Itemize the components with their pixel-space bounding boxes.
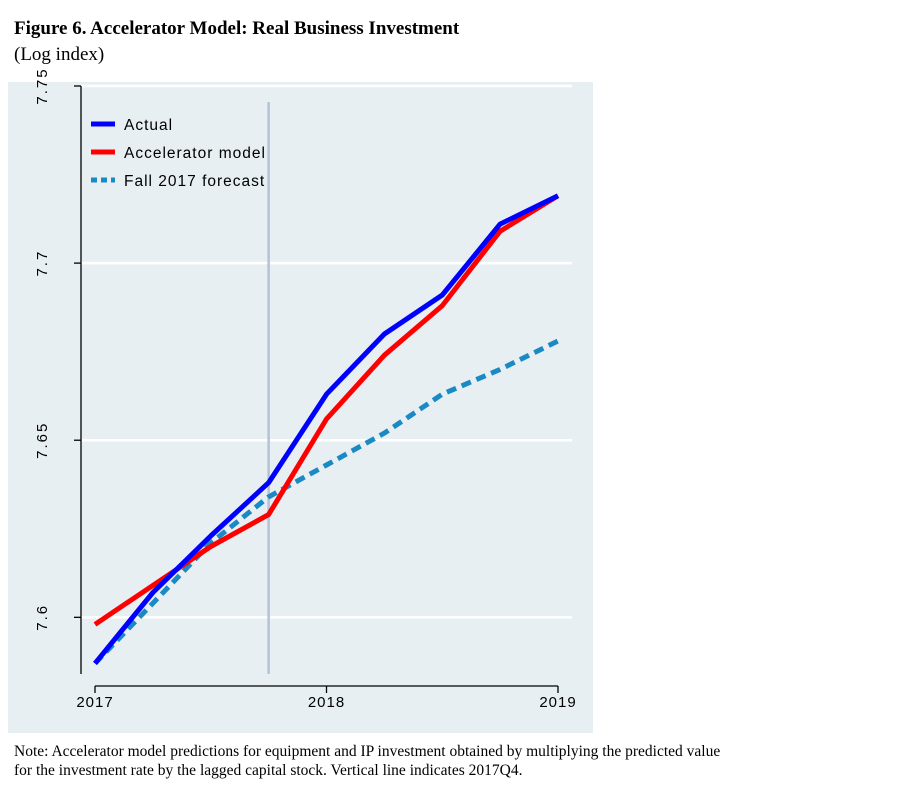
series-line-actual — [93, 193, 560, 665]
series-layer — [93, 193, 560, 666]
x-tick-label: 2018 — [308, 694, 345, 711]
x-tick-label: 2017 — [76, 694, 113, 711]
legend-label: Actual — [124, 117, 173, 134]
legend-label: Fall 2017 forecast — [124, 173, 265, 190]
chart-background — [8, 82, 593, 733]
legend-label: Accelerator model — [124, 145, 266, 162]
legend: Actual Accelerator model Fall 2017 forecas… — [91, 117, 266, 190]
y-tick-label: 7.65 — [34, 422, 51, 459]
figure-note: Note: Accelerator model predictions for … — [14, 742, 884, 780]
axis-layer: 7.6 7.65 7.7 7.75 2017 2018 2019 — [34, 67, 576, 711]
y-tick-label: 7.6 — [34, 604, 51, 631]
investment-line-chart: 7.6 7.65 7.7 7.75 2017 2018 2019 Actual Acceler… — [8, 67, 593, 733]
figure-title: Figure 6. Accelerator Model: Real Busine… — [14, 18, 460, 39]
x-tick-label: 2019 — [539, 694, 576, 711]
y-tick-label: 7.7 — [34, 250, 51, 277]
grid-layer — [80, 84, 572, 619]
y-tick-label: 7.75 — [34, 67, 51, 104]
figure-subtitle: (Log index) — [14, 44, 105, 65]
note-line-2: for the investment rate by the lagged ca… — [14, 762, 523, 779]
chart-container: 7.6 7.65 7.7 7.75 2017 2018 2019 Actual Acceler… — [8, 67, 593, 733]
series-line-fall-2017-forecast — [93, 338, 560, 666]
note-line-1: Note: Accelerator model predictions for … — [14, 743, 721, 760]
